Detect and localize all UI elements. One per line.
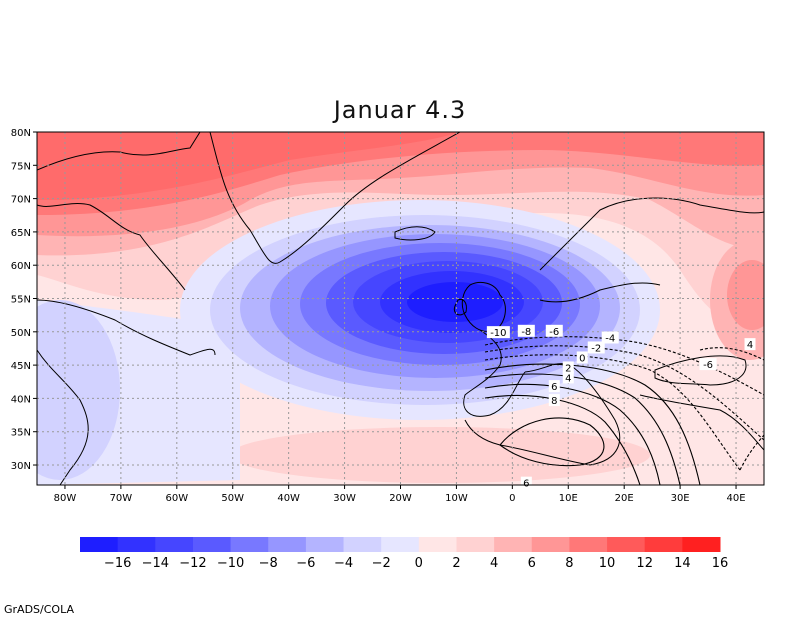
colorbar-label: −4 [334, 556, 353, 571]
colorbar-swatch [494, 537, 533, 552]
contour-label-bg [548, 380, 560, 393]
colorbar-swatch [343, 537, 382, 552]
lon-tick-label: 70W [110, 493, 133, 504]
colorbar-label: 4 [490, 556, 498, 571]
lat-tick-label: 50N [11, 328, 31, 339]
colorbar: −16 −14 −12 −10 −8 −6 −4 −2 0 2 4 6 8 10 12 14 16 [80, 537, 728, 571]
contour-label-bg [587, 341, 605, 354]
lat-tick-label: 55N [11, 295, 31, 306]
latitude-axis: 30N 35N 40N 45N 50N 55N 60N 65N 70N 75N 80N [11, 128, 37, 472]
colorbar-label: 0 [415, 556, 423, 571]
contour-label-bg [562, 361, 574, 374]
lon-tick-label: 40E [727, 493, 746, 504]
colorbar-label: 10 [599, 556, 616, 571]
lat-tick-label: 45N [11, 361, 31, 372]
lon-tick-label: 10W [445, 493, 468, 504]
colorbar-swatch [305, 537, 345, 552]
contour-label: 6 [551, 382, 557, 393]
lat-tick-label: 70N [11, 195, 31, 206]
colorbar-label: −16 [104, 556, 131, 571]
contour-label: -8 [521, 327, 531, 338]
contour-label-bg [545, 324, 563, 337]
contour-label: 2 [565, 363, 571, 374]
colorbar-label: −14 [142, 556, 169, 571]
colorbar-label: 16 [712, 556, 729, 571]
colorbar-swatch [569, 537, 608, 552]
contour-label-bg [517, 324, 535, 337]
lat-tick-label: 60N [11, 261, 31, 272]
contour-label-bg [486, 326, 510, 339]
lon-tick-label: 0 [509, 493, 515, 504]
colorbar-label: 14 [674, 556, 691, 571]
lat-tick-label: 30N [11, 461, 31, 472]
colorbar-label: −10 [217, 556, 244, 571]
colorbar-label: −6 [296, 556, 315, 571]
contour-label-bg [520, 476, 532, 489]
contour-label: -6 [549, 327, 559, 338]
colorbar-swatch [192, 537, 232, 552]
lat-tick-label: 40N [11, 394, 31, 405]
colorbar-swatch [80, 537, 119, 552]
contour-label: -4 [605, 333, 615, 344]
contour-label: 4 [565, 373, 571, 384]
contour-lines [484, 336, 764, 485]
colorbar-label: 8 [565, 556, 573, 571]
coastlines [37, 132, 764, 485]
colorbar-label: −8 [259, 556, 278, 571]
longitude-axis: 80W 70W 60W 50W 40W 30W 20W 10W 0 10E 20E 30E 40E [54, 485, 746, 504]
lat-tick-label: 75N [11, 161, 31, 172]
colorbar-swatch [607, 537, 646, 552]
contour-label-bg [548, 394, 560, 407]
lon-tick-label: 10E [559, 493, 578, 504]
credit-text: GrADS/COLA [4, 603, 74, 616]
contour-label: -6 [703, 360, 713, 371]
colorbar-swatch [531, 537, 570, 552]
contour-label: -10 [490, 328, 506, 339]
lon-tick-label: 20E [615, 493, 634, 504]
contour-label: -2 [591, 343, 601, 354]
colorbar-swatch [117, 537, 156, 552]
contour-label-bg [744, 338, 756, 351]
colorbar-swatch [682, 537, 721, 552]
colorbar-swatch [381, 537, 420, 552]
lon-tick-label: 30W [333, 493, 356, 504]
lon-tick-label: 40W [277, 493, 300, 504]
colorbar-label: 2 [452, 556, 460, 571]
colorbar-swatch [644, 537, 683, 552]
colorbar-label: −12 [179, 556, 206, 571]
contour-label: 6 [523, 479, 529, 490]
contour-label-bg [601, 331, 619, 344]
colorbar-label: 6 [528, 556, 536, 571]
contour-label-bg [699, 358, 717, 371]
contour-label: 4 [747, 340, 753, 351]
lat-tick-label: 80N [11, 128, 31, 139]
lon-tick-label: 20W [389, 493, 412, 504]
lon-tick-label: 30E [671, 493, 690, 504]
lat-tick-label: 35N [11, 428, 31, 439]
colorbar-swatch [230, 537, 269, 552]
colorbar-swatch [155, 537, 194, 552]
colorbar-label: 12 [636, 556, 653, 571]
map-title: Januar 4.3 [333, 96, 467, 124]
contour-label: 8 [551, 396, 557, 407]
contour-label-bg [562, 371, 574, 384]
lon-tick-label: 80W [54, 493, 77, 504]
colorbar-label: −2 [372, 556, 391, 571]
lat-tick-label: 65N [11, 228, 31, 239]
contour-label-bg [576, 351, 588, 364]
colorbar-swatch [268, 537, 307, 552]
contour-label: 0 [579, 353, 585, 364]
lon-tick-label: 50W [221, 493, 244, 504]
colorbar-swatch [418, 537, 457, 552]
lon-tick-label: 60W [165, 493, 188, 504]
colorbar-swatch [456, 537, 495, 552]
